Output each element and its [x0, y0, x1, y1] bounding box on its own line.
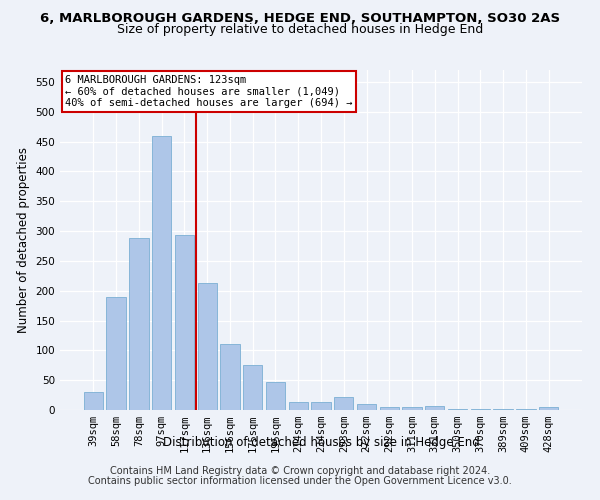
Text: 6 MARLBOROUGH GARDENS: 123sqm
← 60% of detached houses are smaller (1,049)
40% o: 6 MARLBOROUGH GARDENS: 123sqm ← 60% of d…	[65, 75, 353, 108]
Bar	[266, 382, 285, 410]
Text: Contains HM Land Registry data © Crown copyright and database right 2024.: Contains HM Land Registry data © Crown c…	[110, 466, 490, 476]
Bar	[289, 402, 308, 410]
Text: Contains public sector information licensed under the Open Government Licence v3: Contains public sector information licen…	[88, 476, 512, 486]
Bar	[425, 406, 445, 410]
Bar	[380, 407, 399, 410]
Bar	[243, 366, 262, 410]
Bar	[220, 344, 239, 410]
Bar	[152, 136, 172, 410]
Bar	[197, 283, 217, 410]
Y-axis label: Number of detached properties: Number of detached properties	[17, 147, 30, 333]
Bar	[403, 407, 422, 410]
Text: Distribution of detached houses by size in Hedge End: Distribution of detached houses by size …	[163, 436, 479, 449]
Bar	[357, 404, 376, 410]
Bar	[334, 398, 353, 410]
Bar	[106, 296, 126, 410]
Bar	[129, 238, 149, 410]
Bar	[539, 407, 558, 410]
Text: Size of property relative to detached houses in Hedge End: Size of property relative to detached ho…	[117, 24, 483, 36]
Bar	[311, 402, 331, 410]
Text: 6, MARLBOROUGH GARDENS, HEDGE END, SOUTHAMPTON, SO30 2AS: 6, MARLBOROUGH GARDENS, HEDGE END, SOUTH…	[40, 12, 560, 26]
Bar	[84, 392, 103, 410]
Bar	[175, 235, 194, 410]
